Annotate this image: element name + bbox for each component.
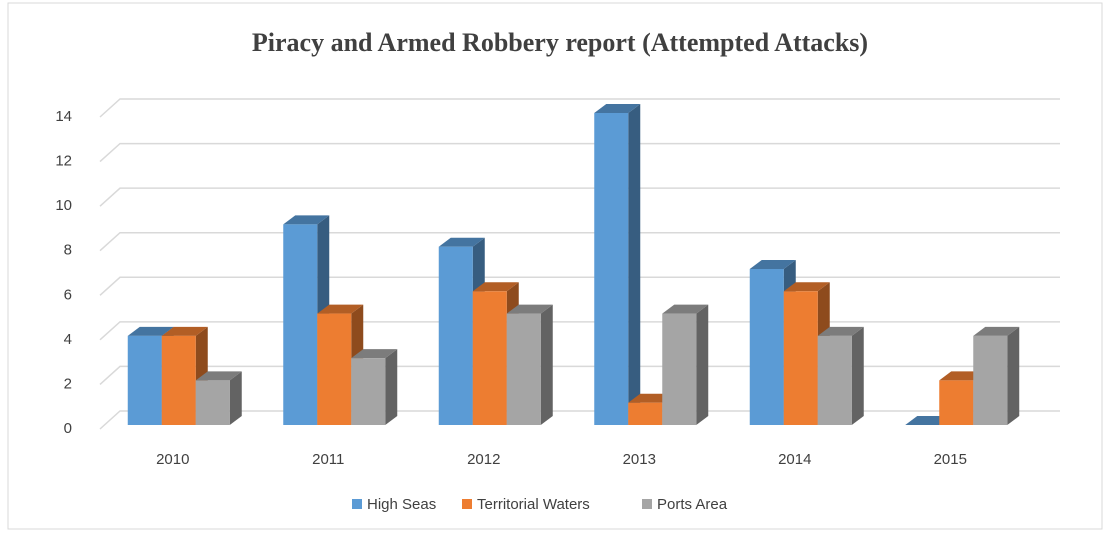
bar [195, 380, 230, 425]
legend-label: High Seas [367, 496, 436, 513]
bar [351, 358, 386, 425]
bar [939, 380, 974, 425]
bar-top [351, 349, 398, 359]
y-tick-label: 6 [64, 286, 72, 303]
x-tick-label: 2013 [623, 451, 656, 468]
x-tick-label: 2012 [467, 451, 500, 468]
grid-line [99, 231, 1060, 252]
bar [973, 335, 1008, 425]
grid-line [99, 365, 1060, 385]
grid-line [99, 321, 1060, 341]
y-tick-label: 10 [55, 197, 72, 214]
legend-swatch [462, 499, 472, 509]
y-tick-label: 12 [55, 153, 72, 170]
bar-top [195, 371, 242, 381]
bar-side [229, 371, 242, 425]
y-tick-label: 8 [64, 242, 72, 259]
bar-side [1007, 326, 1020, 425]
bar-top [317, 304, 364, 314]
legend-label: Ports Area [657, 496, 728, 513]
bar-top [472, 282, 519, 292]
x-tick-label: 2015 [934, 451, 967, 468]
bar-top [817, 326, 864, 336]
bar [438, 246, 473, 425]
bar-top [283, 215, 330, 225]
legend-label: Territorial Waters [477, 496, 590, 513]
bar [817, 335, 852, 425]
legend-swatch [642, 499, 652, 509]
bar-side [540, 304, 553, 425]
bar-side [628, 104, 641, 425]
bar [594, 113, 629, 425]
x-tick-label: 2011 [312, 451, 344, 468]
bar [749, 269, 784, 425]
bar-top [783, 282, 830, 292]
bar-top [506, 304, 553, 314]
chart-frame [7, 2, 1103, 530]
bar [628, 402, 663, 425]
x-tick-label: 2014 [778, 451, 811, 468]
bar [283, 224, 318, 425]
grid-line [99, 142, 1060, 163]
bar-top [161, 326, 208, 336]
y-tick-label: 0 [64, 420, 72, 437]
y-tick-label: 4 [64, 331, 72, 348]
bar-top [594, 104, 641, 113]
y-tick-label: 14 [55, 108, 72, 125]
grid-line [99, 276, 1060, 296]
bar-side [851, 326, 864, 425]
y-tick-label: 2 [64, 375, 72, 392]
bar [506, 313, 541, 425]
bar [161, 335, 196, 425]
bar [127, 335, 162, 425]
bar-top [438, 237, 485, 247]
chart-title: Piracy and Armed Robbery report (Attempt… [252, 28, 868, 57]
bar-top [662, 304, 709, 314]
bar-side [696, 304, 709, 425]
bar-side [385, 349, 398, 425]
bar-top [973, 326, 1020, 336]
grid-line [99, 410, 1060, 430]
bar [662, 313, 697, 425]
bar [783, 291, 818, 425]
grid-line [99, 187, 1060, 207]
x-tick-label: 2010 [156, 451, 189, 468]
bar-top [127, 326, 174, 336]
bar [472, 291, 507, 425]
grid-line [99, 98, 1060, 118]
bar-top [749, 260, 796, 269]
bar [317, 313, 352, 425]
legend-swatch [352, 499, 362, 509]
